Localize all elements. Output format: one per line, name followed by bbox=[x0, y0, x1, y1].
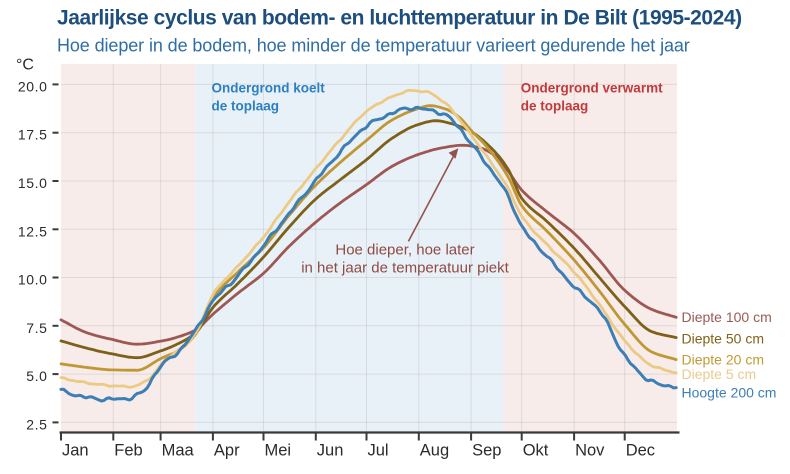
svg-text:Hoogte 200 cm: Hoogte 200 cm bbox=[682, 385, 777, 401]
svg-text:10.0: 10.0 bbox=[18, 272, 48, 288]
svg-text:Hoe dieper, hoe later: Hoe dieper, hoe later bbox=[335, 242, 474, 259]
svg-text:17.5: 17.5 bbox=[18, 127, 48, 143]
svg-text:5.0: 5.0 bbox=[26, 368, 47, 384]
svg-text:de toplaag: de toplaag bbox=[212, 99, 280, 114]
svg-text:Dec: Dec bbox=[626, 442, 655, 460]
svg-text:20.0: 20.0 bbox=[18, 78, 48, 94]
svg-text:Jaarlijkse cyclus van bodem- e: Jaarlijkse cyclus van bodem- en luchttem… bbox=[57, 7, 742, 30]
svg-text:2.5: 2.5 bbox=[26, 416, 47, 432]
svg-text:Aug: Aug bbox=[420, 442, 449, 460]
svg-text:Apr: Apr bbox=[214, 442, 240, 460]
svg-text:in het jaar de temperatuur pie: in het jaar de temperatuur piekt bbox=[301, 260, 509, 277]
svg-text:12.5: 12.5 bbox=[18, 223, 48, 239]
svg-text:Jan: Jan bbox=[62, 442, 89, 460]
svg-text:Ondergrond verwarmt: Ondergrond verwarmt bbox=[521, 81, 663, 96]
svg-text:Jul: Jul bbox=[368, 442, 389, 460]
svg-text:Nov: Nov bbox=[575, 442, 605, 460]
svg-text:15.0: 15.0 bbox=[18, 175, 48, 191]
svg-text:7.5: 7.5 bbox=[26, 320, 47, 336]
svg-text:Diepte 100 cm: Diepte 100 cm bbox=[682, 309, 772, 325]
svg-text:°C: °C bbox=[16, 57, 34, 74]
svg-text:Hoe dieper in de bodem, hoe mi: Hoe dieper in de bodem, hoe minder de te… bbox=[57, 36, 690, 56]
svg-text:Feb: Feb bbox=[114, 442, 142, 460]
svg-text:de toplaag: de toplaag bbox=[521, 99, 589, 114]
svg-text:Diepte 50 cm: Diepte 50 cm bbox=[682, 331, 764, 347]
svg-text:Okt: Okt bbox=[523, 442, 549, 460]
svg-text:Ondergrond koelt: Ondergrond koelt bbox=[212, 81, 326, 96]
svg-text:Mei: Mei bbox=[265, 442, 292, 460]
svg-text:Jun: Jun bbox=[317, 442, 344, 460]
svg-text:Diepte 20 cm: Diepte 20 cm bbox=[682, 352, 764, 368]
svg-text:Diepte 5 cm: Diepte 5 cm bbox=[682, 366, 757, 382]
svg-text:Sep: Sep bbox=[472, 442, 501, 460]
svg-text:Maa: Maa bbox=[162, 442, 195, 460]
